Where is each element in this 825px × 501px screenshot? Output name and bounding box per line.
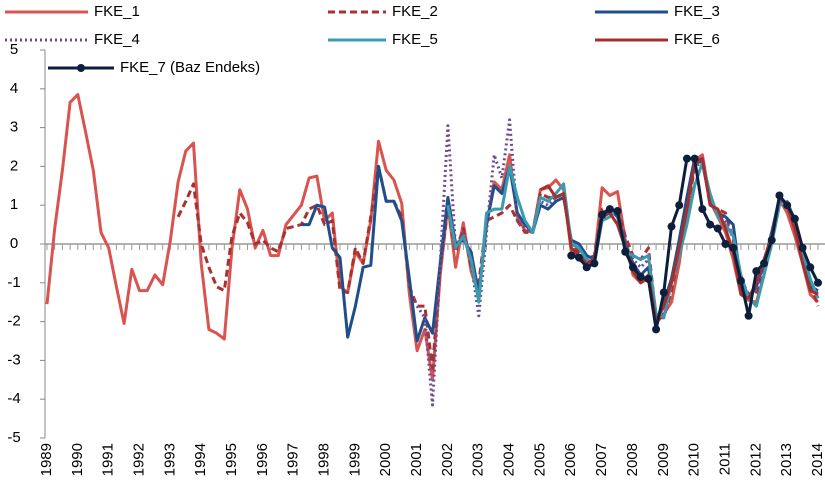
series-marker <box>814 278 822 287</box>
series-marker <box>644 274 653 283</box>
x-tick-label: 2011 <box>716 443 733 475</box>
x-tick-label: 2009 <box>655 443 672 476</box>
y-tick-label: -3 <box>7 351 20 368</box>
series-marker <box>682 154 691 163</box>
legend-label: FKE_4 <box>94 31 140 48</box>
series-marker <box>752 267 761 276</box>
x-tick-label: 1989 <box>38 443 55 476</box>
series-marker <box>798 243 807 252</box>
series-marker <box>706 220 715 229</box>
series-marker <box>729 243 738 252</box>
series-marker <box>690 154 699 163</box>
x-tick-label: 2004 <box>501 443 518 476</box>
legend-label: FKE_7 (Baz Endeks) <box>120 59 260 76</box>
legend-label: FKE_1 <box>94 3 140 20</box>
series-marker <box>567 251 576 260</box>
series-line <box>415 118 820 407</box>
legend-label: FKE_5 <box>392 31 438 48</box>
legend-marker <box>77 64 85 72</box>
x-tick-label: 2002 <box>439 443 456 476</box>
series-marker <box>713 224 722 233</box>
series-marker <box>783 201 792 210</box>
series-marker <box>636 272 645 281</box>
x-tick-label: 1999 <box>346 443 363 476</box>
y-tick-label: -1 <box>7 274 20 291</box>
series-marker <box>760 259 769 268</box>
y-tick-label: 0 <box>10 235 18 252</box>
series-marker <box>675 201 684 210</box>
x-tick-label: 1991 <box>100 443 117 476</box>
series-marker <box>652 325 661 334</box>
y-tick-label: 5 <box>10 41 18 58</box>
x-tick-label: 1998 <box>316 443 333 476</box>
series-marker <box>806 263 815 272</box>
y-tick-label: 3 <box>10 119 18 136</box>
x-tick-label: 2003 <box>470 443 487 476</box>
x-tick-label: 1996 <box>254 443 271 476</box>
x-tick-label: 2010 <box>686 443 703 476</box>
x-tick-label: 2008 <box>624 443 641 476</box>
series-line <box>446 161 820 320</box>
x-tick-label: 1993 <box>161 443 178 476</box>
series-line <box>301 157 819 343</box>
legend-label: FKE_3 <box>674 3 720 20</box>
series-marker <box>790 214 799 223</box>
x-tick-label: 2013 <box>778 443 795 476</box>
series-marker <box>736 276 745 285</box>
series-marker <box>590 259 599 268</box>
series-marker <box>775 191 784 200</box>
x-tick-label: 2005 <box>531 443 548 476</box>
y-tick-label: 2 <box>10 157 18 174</box>
y-tick-label: -4 <box>7 390 20 407</box>
series-marker <box>621 247 630 256</box>
x-tick-label: 2007 <box>593 443 610 476</box>
x-tick-label: 2000 <box>377 443 394 476</box>
y-tick-label: -5 <box>7 429 20 446</box>
legend-label: FKE_6 <box>674 31 720 48</box>
series-marker <box>767 236 776 245</box>
y-tick-label: 4 <box>10 80 18 97</box>
series-marker <box>605 205 614 214</box>
series-marker <box>721 240 730 248</box>
legend-label: FKE_2 <box>392 3 438 20</box>
y-tick-label: 1 <box>10 196 18 213</box>
x-tick-label: 1995 <box>223 443 240 476</box>
series-line <box>45 93 820 382</box>
series-marker <box>744 311 753 320</box>
x-tick-label: 2012 <box>747 443 764 476</box>
x-tick-label: 1990 <box>69 443 86 476</box>
y-tick-label: -2 <box>7 313 20 330</box>
series-marker <box>667 222 676 231</box>
x-tick-label: 2014 <box>809 443 825 476</box>
x-tick-label: 2001 <box>408 443 425 476</box>
x-tick-label: 1994 <box>192 443 209 476</box>
x-tick-label: 2006 <box>562 443 579 476</box>
series-marker <box>698 205 707 214</box>
x-tick-label: 1997 <box>285 443 302 476</box>
series-marker <box>613 207 622 216</box>
series-marker <box>659 288 668 297</box>
series-marker <box>598 210 607 219</box>
series-marker <box>628 263 637 272</box>
x-tick-label: 1992 <box>130 443 147 476</box>
series-marker <box>582 263 591 272</box>
series-marker <box>574 253 583 262</box>
